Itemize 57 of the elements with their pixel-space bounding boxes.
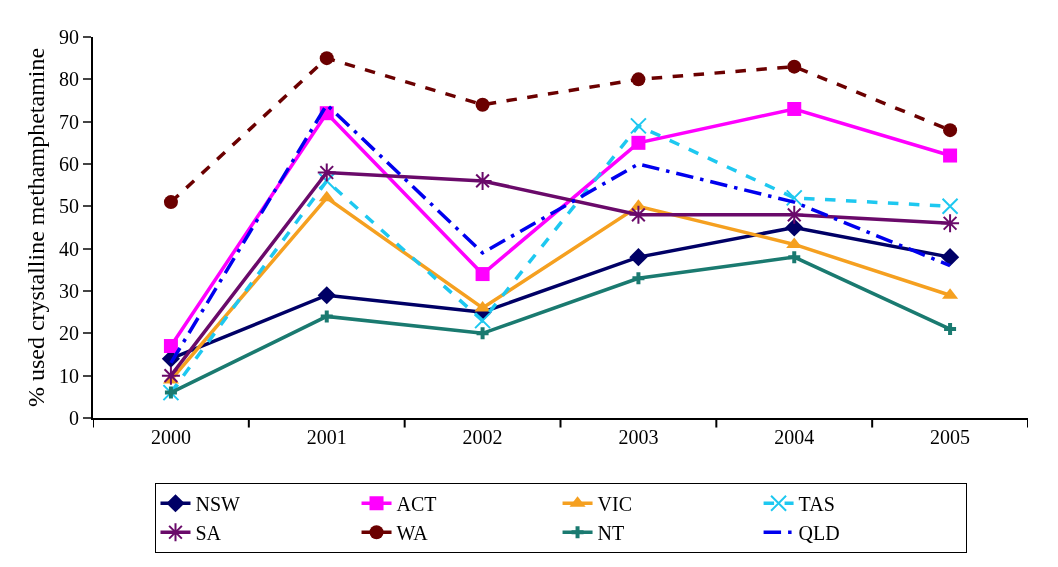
point (317, 286, 336, 305)
y-tick-label: 50 (59, 195, 79, 218)
point (318, 190, 335, 202)
point (629, 248, 648, 267)
x-tick-label: 2004 (774, 426, 815, 448)
point (320, 310, 333, 323)
y-tick-label: 20 (59, 322, 79, 345)
x-tick-label: 2002 (462, 426, 503, 448)
legend-label: ACT (396, 493, 437, 516)
point (163, 339, 178, 354)
legend-label: VIC (597, 493, 632, 516)
point (788, 251, 801, 264)
y-tick-label: 40 (59, 237, 79, 260)
point (160, 365, 181, 386)
point (785, 189, 803, 207)
point (787, 59, 802, 74)
point (785, 218, 804, 237)
x-tick-label: 2003 (618, 426, 659, 448)
legend-label: TAS (798, 493, 835, 516)
point (941, 197, 959, 215)
point (629, 117, 647, 135)
legend-label: NT (597, 522, 625, 545)
point (163, 195, 178, 210)
point (474, 312, 492, 330)
point (940, 248, 960, 267)
point (475, 97, 490, 112)
legend-label: SA (195, 522, 222, 545)
point (476, 327, 489, 340)
x-tick-label: 2001 (306, 426, 347, 448)
point (631, 135, 646, 150)
legend-label: NSW (195, 493, 241, 516)
point (784, 204, 805, 225)
point (475, 267, 490, 282)
point (787, 101, 802, 116)
point (940, 213, 961, 234)
y-tick-label: 10 (59, 364, 79, 387)
point (316, 162, 337, 183)
y-tick-label: 60 (59, 153, 79, 175)
x-tick-label: 2000 (150, 426, 191, 448)
legend-label: QLD (798, 522, 840, 545)
point (472, 170, 493, 191)
y-tick-label: 90 (59, 26, 79, 48)
point (944, 323, 957, 336)
point (631, 72, 646, 87)
legend-label: WA (396, 522, 429, 545)
point (318, 172, 336, 190)
point (943, 148, 958, 163)
point (943, 123, 958, 138)
y-tick-label: 0 (69, 407, 79, 429)
point (628, 204, 649, 225)
y-tick-label: 30 (59, 280, 79, 302)
y-axis-title: % used crystalline methamphetamine (22, 47, 49, 408)
point (632, 272, 645, 285)
point (319, 51, 334, 66)
x-tick-label: 2005 (930, 426, 971, 448)
y-tick-label: 80 (59, 68, 79, 91)
y-tick-label: 70 (59, 110, 79, 133)
